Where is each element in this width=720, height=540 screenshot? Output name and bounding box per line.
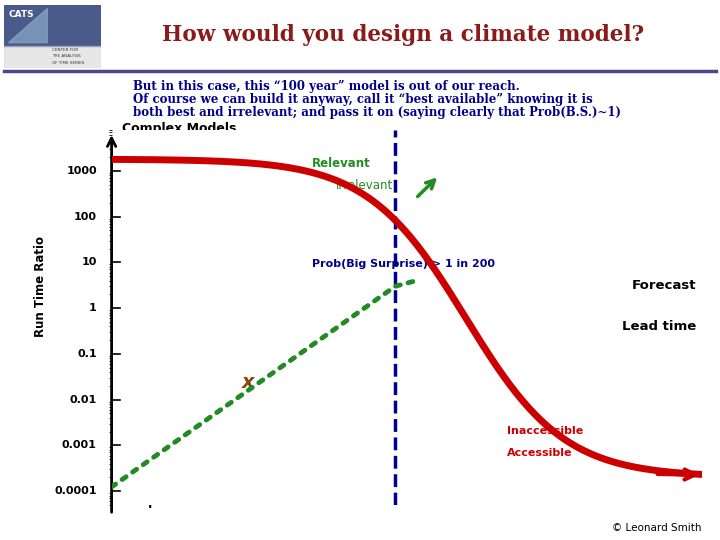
Text: But in this case, this “100 year” model is out of our reach.: But in this case, this “100 year” model …: [133, 80, 520, 93]
Text: CENTER FOR: CENTER FOR: [53, 48, 78, 52]
Text: 100: 100: [74, 212, 96, 221]
Text: Prob(Big Surprise) > 1 in 200: Prob(Big Surprise) > 1 in 200: [312, 259, 495, 269]
Text: 0.01: 0.01: [70, 395, 96, 404]
Bar: [4, 5, 101, 46]
Text: Lead time: Lead time: [622, 320, 696, 333]
Text: Irrelevant: Irrelevant: [336, 179, 393, 192]
Text: x: x: [241, 373, 254, 392]
Text: How would you design a climate model?: How would you design a climate model?: [162, 24, 644, 46]
Text: 1: 1: [89, 303, 96, 313]
Text: Complex Models: Complex Models: [122, 122, 237, 135]
Text: Simple Models: Simple Models: [122, 495, 224, 508]
Text: Relevant: Relevant: [312, 157, 371, 170]
Text: 0.1: 0.1: [77, 349, 96, 359]
Text: Fidelity Constraints: Fidelity Constraints: [360, 441, 514, 455]
Text: 1000: 1000: [66, 166, 96, 176]
Text: Forecast: Forecast: [631, 280, 696, 293]
Text: 10: 10: [81, 258, 96, 267]
Text: OF TIME SERIES: OF TIME SERIES: [53, 60, 84, 65]
Text: Technological Constraints: Technological Constraints: [360, 417, 564, 431]
Polygon shape: [9, 9, 48, 43]
Text: Accessible: Accessible: [507, 448, 572, 457]
Text: Of course we can build it anyway, call it “best available” knowing it is: Of course we can build it anyway, call i…: [133, 93, 593, 106]
Text: Run Time Ratio: Run Time Ratio: [35, 236, 48, 337]
Text: both best and irrelevant; and pass it on (saying clearly that Prob(B.S.)~1): both best and irrelevant; and pass it on…: [133, 106, 621, 119]
Text: © Leonard Smith: © Leonard Smith: [613, 523, 702, 533]
Text: CATS: CATS: [9, 10, 34, 19]
Text: 0.0001: 0.0001: [54, 486, 96, 496]
Bar: [4, 46, 101, 68]
Text: THE ANALYSIS: THE ANALYSIS: [53, 55, 81, 58]
Text: 0.001: 0.001: [62, 441, 96, 450]
Text: Inaccessible: Inaccessible: [507, 426, 583, 436]
Text: Knowledge Constraints: Knowledge Constraints: [360, 465, 541, 480]
